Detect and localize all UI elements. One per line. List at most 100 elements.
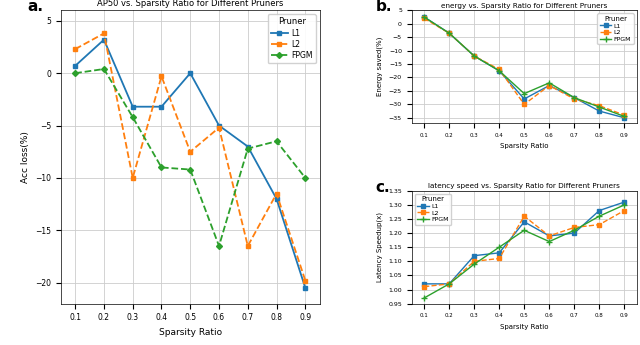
L2 [595, 104, 603, 108]
Line: L2: L2 [422, 17, 626, 117]
L2 [215, 126, 223, 130]
L1 [570, 96, 578, 100]
FPGM [545, 239, 553, 244]
FPGM [71, 71, 79, 75]
L2 [470, 54, 478, 58]
Legend: L1, L2, FPGM: L1, L2, FPGM [597, 13, 634, 45]
Line: L2: L2 [422, 209, 626, 289]
L2 [420, 16, 428, 20]
FPGM [570, 96, 578, 100]
X-axis label: Sparsity Ratio: Sparsity Ratio [500, 144, 548, 149]
Line: L2: L2 [73, 31, 308, 283]
Legend: L1, L2, FPGM: L1, L2, FPGM [415, 194, 451, 225]
L1 [71, 64, 79, 68]
Line: FPGM: FPGM [421, 14, 627, 119]
FPGM [620, 114, 628, 118]
FPGM [570, 228, 578, 233]
FPGM [186, 167, 194, 171]
L2 [620, 208, 628, 213]
Line: L1: L1 [73, 37, 308, 290]
FPGM [420, 15, 428, 19]
Title: energy vs. Sparsity Ratio for Different Pruners: energy vs. Sparsity Ratio for Different … [441, 2, 607, 9]
Title: AP50 vs. Sparsity Ratio for Different Pruners: AP50 vs. Sparsity Ratio for Different Pr… [97, 0, 284, 8]
FPGM [157, 165, 165, 169]
L1 [301, 286, 309, 290]
FPGM [520, 91, 528, 96]
L1 [445, 31, 453, 35]
FPGM [129, 115, 136, 119]
L2 [570, 225, 578, 229]
L1 [495, 251, 503, 255]
L2 [100, 31, 108, 36]
Line: FPGM: FPGM [73, 67, 307, 248]
L1 [545, 234, 553, 238]
L1 [129, 105, 136, 109]
X-axis label: Sparsity Ratio: Sparsity Ratio [159, 328, 222, 337]
Title: latency speed vs. Sparsity Ratio for Different Pruners: latency speed vs. Sparsity Ratio for Dif… [428, 183, 620, 189]
FPGM [445, 282, 453, 286]
L1 [244, 145, 252, 149]
L1 [420, 282, 428, 286]
FPGM [470, 262, 478, 266]
L2 [495, 67, 503, 71]
L2 [520, 102, 528, 106]
L2 [570, 97, 578, 101]
FPGM [495, 245, 503, 249]
L1 [620, 116, 628, 120]
FPGM [301, 176, 309, 180]
L1 [470, 54, 478, 58]
L2 [129, 176, 136, 180]
L1 [157, 105, 165, 109]
FPGM [595, 214, 603, 218]
FPGM [620, 203, 628, 207]
L2 [545, 234, 553, 238]
FPGM [545, 81, 553, 85]
L2 [157, 74, 165, 78]
L1 [100, 38, 108, 42]
L1 [595, 208, 603, 213]
Text: c.: c. [376, 179, 390, 195]
L1 [570, 231, 578, 235]
L1 [445, 282, 453, 286]
L2 [595, 223, 603, 227]
L2 [273, 191, 280, 196]
L2 [545, 83, 553, 88]
L2 [244, 244, 252, 248]
Line: FPGM: FPGM [421, 202, 627, 301]
L2 [470, 259, 478, 263]
L1 [420, 15, 428, 19]
L1 [215, 124, 223, 128]
L1 [620, 200, 628, 204]
Y-axis label: Acc loss(%): Acc loss(%) [20, 131, 29, 183]
L2 [420, 285, 428, 289]
Y-axis label: Energy saved(%): Energy saved(%) [377, 37, 383, 97]
L2 [445, 282, 453, 286]
Text: b.: b. [376, 0, 392, 14]
L2 [71, 47, 79, 51]
FPGM [244, 147, 252, 151]
L1 [520, 220, 528, 224]
Y-axis label: Latency Speedup(x): Latency Speedup(x) [376, 212, 383, 282]
Legend: L1, L2, FPGM: L1, L2, FPGM [268, 14, 316, 63]
FPGM [595, 105, 603, 109]
FPGM [215, 244, 223, 248]
L2 [301, 278, 309, 283]
FPGM [470, 54, 478, 58]
L1 [595, 109, 603, 113]
L1 [545, 83, 553, 88]
Line: L1: L1 [422, 15, 626, 120]
L2 [445, 31, 453, 35]
FPGM [445, 31, 453, 35]
X-axis label: Sparsity Ratio: Sparsity Ratio [500, 324, 548, 330]
L1 [495, 69, 503, 73]
FPGM [273, 139, 280, 143]
L1 [186, 71, 194, 75]
FPGM [420, 296, 428, 300]
L1 [273, 197, 280, 201]
FPGM [520, 228, 528, 233]
FPGM [100, 67, 108, 71]
L2 [495, 256, 503, 260]
L2 [520, 214, 528, 218]
Text: a.: a. [27, 0, 43, 13]
FPGM [495, 69, 503, 73]
